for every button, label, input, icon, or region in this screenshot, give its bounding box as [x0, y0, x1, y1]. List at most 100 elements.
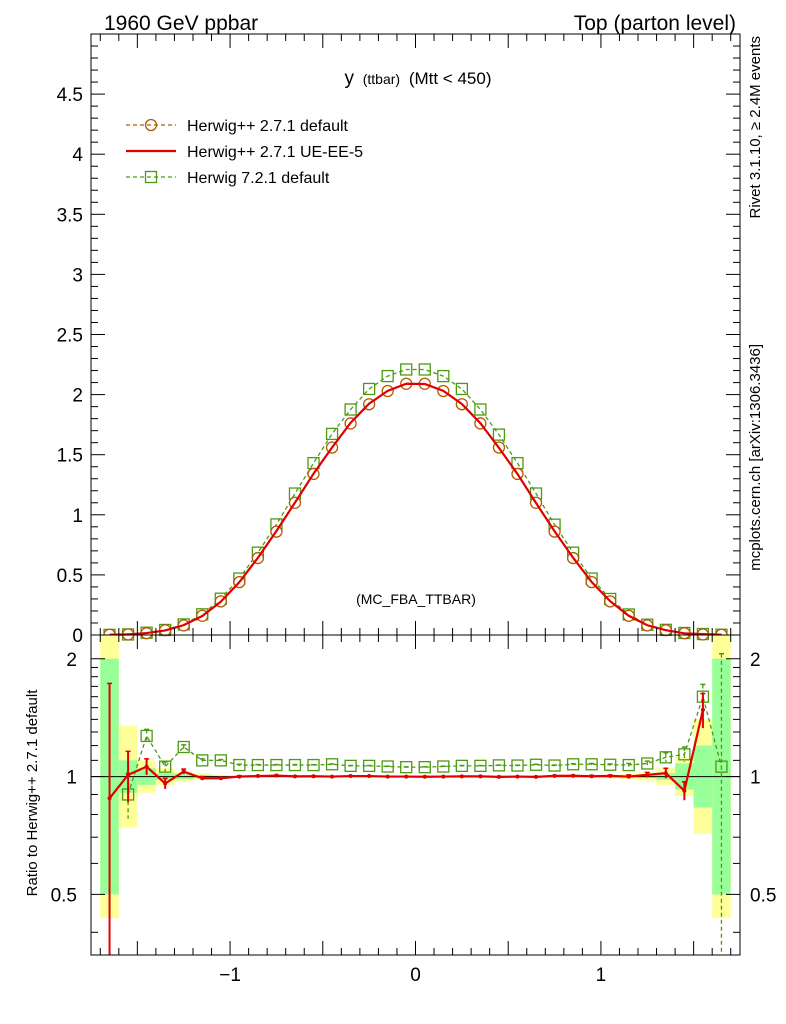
ratio-point	[478, 774, 483, 779]
axes: 0 0.5 1 1.5 2 2.5 3 3.5 4 4.5 −1 0 1 0.5 0.5 1 1 2 2	[51, 33, 776, 986]
ratio-point	[144, 764, 149, 769]
ratio-ylabel: Ratio to Herwig++ 2.7.1 default	[24, 689, 41, 897]
legend-label-h7: Herwig 7.2.1 default	[187, 170, 330, 187]
y-tick-label: 0	[72, 626, 83, 647]
ratio-point	[362, 759, 376, 773]
watermark-label: (MC_FBA_TTBAR)	[356, 591, 476, 607]
ratio-point	[196, 754, 209, 767]
ratio-point	[307, 758, 320, 772]
y-tick-label: 4	[72, 145, 83, 166]
ratio-point	[548, 759, 561, 772]
ratio-point	[511, 759, 524, 772]
ratio-point	[622, 758, 635, 772]
ratio-point	[237, 774, 242, 779]
ratio-point	[311, 774, 316, 779]
plot-title-sub: (ttbar)	[363, 71, 400, 87]
ratio-point	[181, 769, 186, 774]
legend-marker-circle	[144, 118, 158, 132]
legend-entry-default: Herwig++ 2.7.1 default	[126, 118, 349, 135]
series-line-2	[109, 382, 722, 636]
ratio-line-2	[127, 694, 723, 795]
ratio-point	[214, 754, 227, 767]
y-tick-label: 3.5	[57, 205, 83, 226]
data-point	[325, 427, 339, 441]
ratio-tick-label-right: 0.5	[750, 885, 776, 906]
plot-title-main: y	[345, 68, 355, 89]
ratio-point	[459, 774, 464, 779]
ratio-point	[515, 774, 520, 779]
y-tick-label: 3	[72, 265, 83, 286]
ratio-point	[626, 774, 631, 779]
plot-title: y (ttbar) (Mtt < 450)	[345, 68, 492, 89]
ratio-point	[270, 758, 283, 772]
ratio-series-2	[121, 652, 728, 955]
ratio-tick-label: 1	[66, 768, 77, 789]
ratio-tick-label-right: 2	[750, 650, 761, 671]
y-tick-label: 2	[72, 386, 83, 407]
ratio-series-1	[107, 682, 706, 955]
y-tick-label: 0.5	[57, 566, 83, 587]
ratio-point	[534, 774, 539, 779]
ratio-point	[255, 774, 260, 779]
ratio-point	[663, 771, 668, 776]
ratio-point	[589, 774, 594, 779]
mcplots-label: mcplots.cern.ch [arXiv:1306.3436]	[747, 344, 764, 571]
data-point	[437, 369, 450, 383]
ratio-point	[418, 760, 431, 774]
ratio-point	[348, 774, 353, 779]
header-left-label: 1960 GeV ppbar	[104, 12, 258, 35]
ratio-point	[163, 781, 168, 786]
ratio-point	[404, 774, 409, 779]
ratio-point	[552, 773, 557, 778]
data-point	[455, 382, 469, 396]
series-line-3	[109, 368, 722, 636]
ratio-point	[400, 760, 413, 774]
y-tick-label: 2.5	[57, 326, 83, 347]
ratio-point	[251, 758, 265, 772]
main-plot	[103, 363, 728, 642]
ratio-point	[159, 760, 172, 773]
ratio-point	[608, 773, 613, 778]
ratio-point	[604, 758, 617, 771]
ratio-point	[422, 774, 427, 779]
ratio-plot	[91, 635, 740, 955]
y-tick-label: 4.5	[57, 85, 83, 106]
ratio-point	[571, 773, 576, 778]
series-2	[109, 382, 722, 636]
ratio-point	[659, 751, 672, 764]
data-point	[344, 403, 357, 416]
legend-label-default: Herwig++ 2.7.1 default	[187, 118, 349, 135]
data-point	[474, 403, 487, 416]
x-tick-label: 1	[596, 965, 607, 986]
ratio-point	[492, 759, 506, 772]
ratio-point	[385, 774, 390, 779]
ratio-point	[715, 760, 728, 773]
ratio-point	[288, 758, 302, 772]
ratio-line-1	[108, 709, 704, 799]
data-point	[492, 428, 506, 441]
ratio-point	[381, 760, 394, 773]
ratio-point	[700, 707, 705, 712]
ratio-point	[641, 757, 654, 770]
ratio-point	[200, 776, 205, 781]
ratio-point	[437, 760, 450, 773]
legend-entry-h7: Herwig 7.2.1 default	[126, 170, 330, 187]
ratio-point	[344, 759, 357, 773]
ratio-point	[330, 774, 335, 779]
ratio-point	[292, 774, 297, 779]
ratio-point	[441, 774, 446, 779]
header-right-label: Top (parton level)	[574, 12, 736, 35]
ratio-point	[678, 748, 691, 761]
legend-marker-square	[144, 170, 158, 184]
ratio-point	[140, 729, 153, 743]
ratio-tick-label: 2	[66, 650, 77, 671]
data-point	[381, 369, 394, 383]
ratio-frame	[90, 634, 741, 956]
ratio-point	[126, 772, 131, 777]
ratio-point	[585, 758, 598, 771]
ratio-point	[107, 796, 112, 801]
legend-label-ue: Herwig++ 2.7.1 UE-EE-5	[187, 144, 363, 161]
ratio-point	[218, 776, 223, 781]
ratio-point	[367, 774, 372, 779]
